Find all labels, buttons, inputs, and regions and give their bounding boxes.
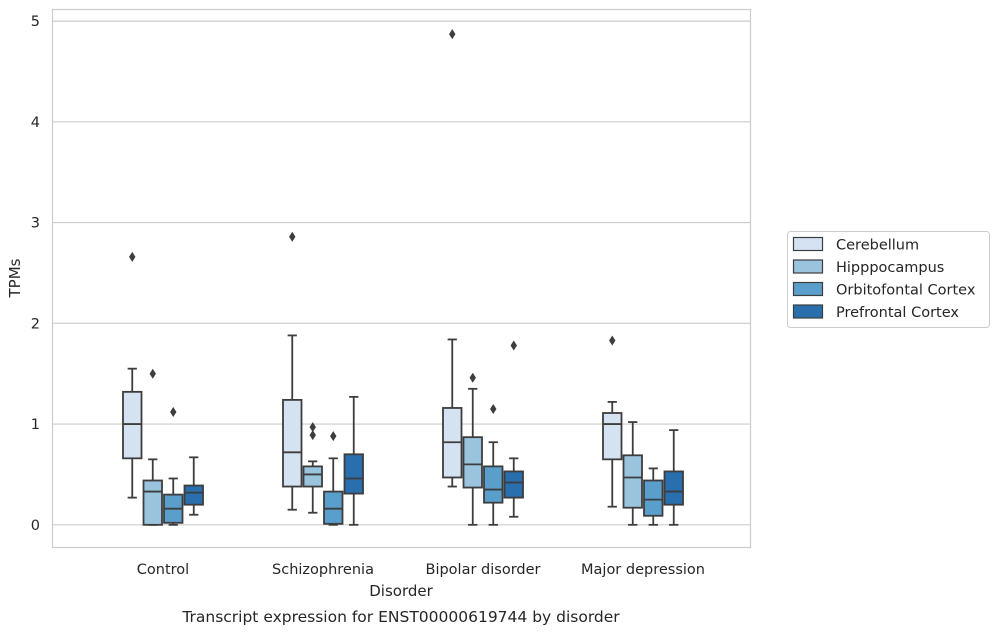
y-tick-label-4: 4 bbox=[31, 115, 40, 131]
box-hipppocampus bbox=[302, 422, 323, 514]
box-prefrontal-cortex bbox=[343, 395, 364, 526]
box-hipppocampus bbox=[142, 368, 163, 526]
outlier-point bbox=[469, 372, 476, 383]
box-iqr bbox=[323, 490, 344, 525]
box-iqr bbox=[462, 436, 483, 489]
box-hipppocampus bbox=[622, 421, 643, 526]
box-iqr bbox=[142, 479, 163, 526]
box-layer bbox=[122, 29, 684, 526]
outlier-point bbox=[309, 422, 316, 433]
x-tick-labels: Control Schizophrenia Bipolar disorder Majo… bbox=[137, 562, 705, 578]
y-tick-labels: 0 1 2 3 4 5 bbox=[31, 14, 40, 534]
y-tick-label-5: 5 bbox=[31, 14, 40, 30]
outlier-point bbox=[490, 403, 497, 414]
legend-label: Prefrontal Cortex bbox=[836, 305, 959, 321]
box-iqr bbox=[483, 465, 504, 504]
chart-caption: Transcript expression for ENST0000061974… bbox=[181, 608, 620, 626]
box-prefrontal-cortex bbox=[503, 340, 524, 518]
legend: Cerebellum Hipppocampus Orbitofontal Corte… bbox=[787, 231, 990, 328]
box-orbitofontal-cortex bbox=[643, 467, 664, 526]
box-prefrontal-cortex bbox=[663, 429, 684, 526]
legend-frame bbox=[787, 231, 990, 328]
legend-swatch bbox=[792, 236, 824, 252]
outlier-point bbox=[449, 29, 456, 40]
y-tick-label-1: 1 bbox=[31, 417, 40, 433]
x-tick-label: Schizophrenia bbox=[272, 562, 374, 578]
outlier-point bbox=[510, 340, 517, 351]
box-iqr bbox=[282, 399, 303, 488]
outlier-point bbox=[330, 431, 337, 442]
y-tick-label-0: 0 bbox=[31, 518, 40, 534]
plot-frame bbox=[51, 8, 752, 549]
outlier-point bbox=[149, 368, 156, 379]
x-tick-label: Bipolar disorder bbox=[426, 562, 541, 578]
box-iqr bbox=[643, 479, 664, 517]
x-tick-label: Major depression bbox=[581, 562, 705, 578]
outlier-point bbox=[170, 406, 177, 417]
y-tick-label-3: 3 bbox=[31, 216, 40, 232]
legend-swatch bbox=[792, 281, 824, 297]
box-iqr bbox=[183, 484, 204, 506]
legend-label: Cerebellum bbox=[836, 238, 919, 254]
outlier-point bbox=[609, 335, 616, 346]
box-orbitofontal-cortex bbox=[323, 431, 344, 526]
plot-background bbox=[52, 9, 750, 548]
y-axis-label: TPMs bbox=[6, 258, 24, 298]
box-orbitofontal-cortex bbox=[483, 403, 504, 526]
box-iqr bbox=[503, 470, 524, 499]
legend-label: Orbitofontal Cortex bbox=[836, 283, 976, 299]
box-cerebellum bbox=[442, 29, 463, 488]
x-tick-label: Control bbox=[137, 562, 189, 578]
box-iqr bbox=[602, 412, 623, 461]
box-iqr bbox=[343, 453, 364, 495]
outlier-point bbox=[129, 251, 136, 262]
box-cerebellum bbox=[122, 251, 143, 499]
box-prefrontal-cortex bbox=[183, 456, 204, 516]
outlier-point bbox=[309, 430, 316, 441]
box-cerebellum bbox=[282, 231, 303, 511]
legend-swatch bbox=[792, 304, 824, 319]
outlier-point bbox=[289, 231, 296, 242]
x-axis-label: Disorder bbox=[369, 582, 433, 600]
box-iqr bbox=[663, 470, 684, 506]
box-orbitofontal-cortex bbox=[163, 406, 184, 526]
box-hipppocampus bbox=[462, 372, 483, 526]
y-tick-label-2: 2 bbox=[31, 316, 40, 332]
box-iqr bbox=[302, 465, 323, 488]
legend-swatch bbox=[792, 259, 824, 274]
box-cerebellum bbox=[602, 335, 623, 508]
box-iqr bbox=[122, 390, 143, 460]
box-iqr bbox=[622, 454, 643, 509]
legend-label: Hipppocampus bbox=[836, 260, 944, 276]
